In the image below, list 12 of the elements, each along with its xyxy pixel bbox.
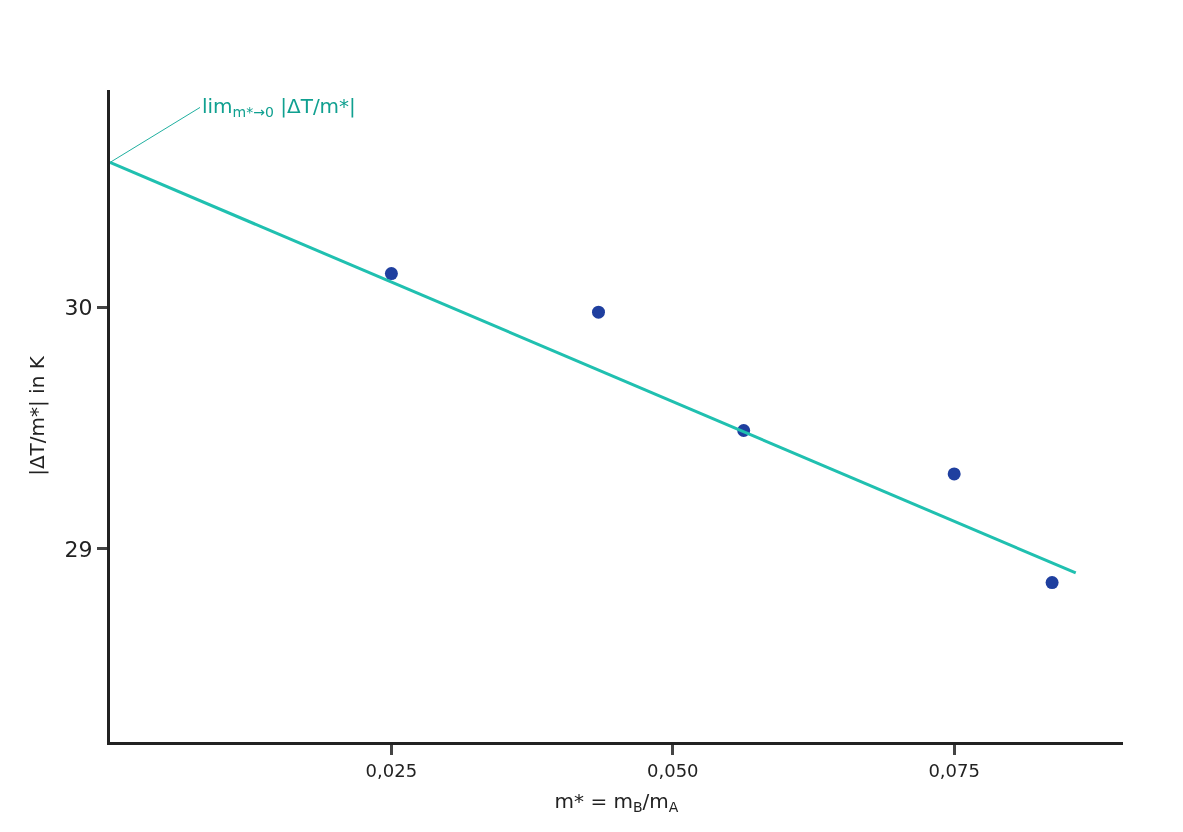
- x-tick-label: 0,075: [928, 759, 980, 781]
- x-tick-label: 0,025: [365, 759, 418, 781]
- y-tick-label: 30: [64, 295, 93, 321]
- y-tick-label: 29: [64, 536, 93, 562]
- point: [1045, 576, 1059, 590]
- x-axis-title: m* = m$_{B}$/m$_{A}$: [554, 789, 679, 816]
- y-axis-title: |ΔT/m*| in K: [25, 355, 50, 476]
- point: [384, 267, 398, 281]
- point: [947, 467, 961, 481]
- annotation: lim$_{m*→0}$ |ΔT/m*|: [202, 94, 356, 121]
- x-tick-label: 0,050: [647, 759, 699, 781]
- point: [592, 305, 605, 319]
